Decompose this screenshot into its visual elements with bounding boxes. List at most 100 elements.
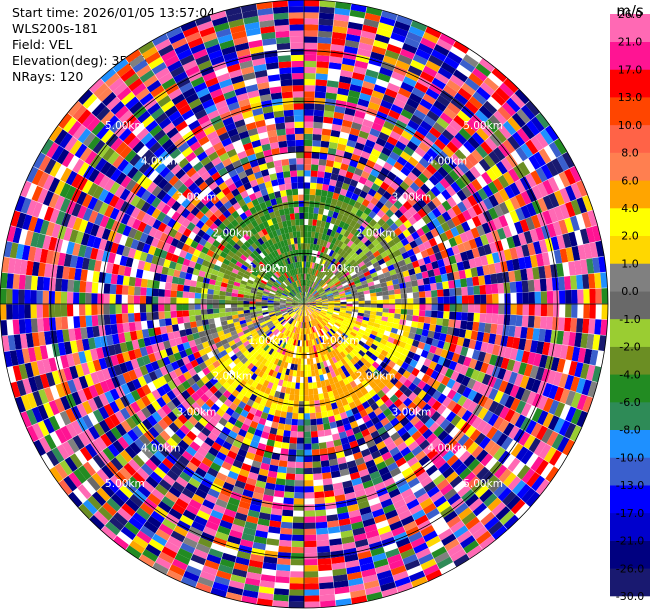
range-gate-cell: [341, 215, 348, 223]
range-gate-cell: [472, 321, 480, 332]
range-gate-cell: [132, 471, 146, 485]
range-gate-cell: [296, 449, 304, 456]
range-gate-cell: [360, 124, 372, 134]
range-gate-cell: [210, 509, 224, 520]
range-gate-cell: [404, 356, 413, 365]
range-gate-cell: [214, 373, 223, 382]
range-gate-cell: [525, 377, 536, 391]
range-gate-cell: [352, 298, 359, 302]
range-gate-cell: [503, 422, 515, 437]
range-gate-cell: [444, 264, 453, 274]
range-gate-cell: [227, 393, 237, 403]
range-gate-cell: [139, 304, 147, 313]
range-gate-cell: [256, 524, 269, 533]
range-gate-cell: [249, 348, 257, 356]
range-gate-cell: [201, 282, 209, 289]
range-gate-cell: [310, 424, 318, 432]
range-gate-cell: [280, 386, 287, 394]
range-gate-cell: [181, 399, 191, 410]
range-gate-cell: [195, 315, 202, 322]
range-gate-cell: [234, 419, 244, 429]
range-gate-cell: [533, 316, 541, 329]
range-gate-cell: [477, 351, 487, 362]
range-gate-cell: [317, 264, 322, 271]
range-gate-cell: [329, 56, 343, 64]
range-gate-cell: [433, 426, 445, 438]
range-gate-cell: [423, 530, 438, 543]
range-gate-cell: [548, 208, 559, 223]
range-gate-cell: [319, 201, 326, 209]
range-gate-cell: [426, 407, 437, 418]
range-gate-cell: [504, 382, 514, 396]
range-gate-cell: [304, 302, 310, 304]
range-gate-cell: [351, 328, 359, 335]
range-gate-cell: [491, 67, 508, 83]
range-gate-cell: [320, 266, 326, 273]
range-gate-cell: [594, 319, 602, 335]
range-gate-cell: [356, 270, 364, 277]
range-gate-cell: [295, 308, 301, 314]
range-gate-cell: [239, 371, 247, 380]
range-gate-cell: [337, 425, 346, 434]
range-gate-cell: [456, 384, 467, 395]
range-gate-cell: [347, 95, 359, 105]
range-gate-cell: [533, 440, 547, 456]
range-gate-cell: [206, 304, 213, 310]
range-gate-cell: [255, 353, 262, 361]
range-gate-cell: [198, 462, 210, 473]
range-gate-cell: [309, 280, 313, 287]
range-gate-cell: [202, 565, 218, 576]
range-gate-cell: [363, 290, 370, 295]
range-gate-cell: [424, 316, 431, 324]
range-gate-cell: [311, 320, 315, 327]
range-gate-cell: [137, 485, 151, 498]
range-gate-cell: [193, 548, 209, 560]
range-gate-cell: [304, 85, 316, 92]
range-gate-cell: [308, 333, 312, 340]
range-gate-cell: [292, 406, 299, 414]
range-gate-cell: [439, 177, 451, 189]
range-gate-cell: [277, 339, 283, 347]
range-gate-cell: [352, 355, 360, 363]
range-gate-cell: [376, 440, 387, 451]
range-gate-cell: [538, 266, 546, 279]
range-gate-cell: [336, 374, 343, 382]
range-gate-cell: [284, 485, 295, 493]
range-gate-cell: [537, 197, 548, 213]
range-gate-cell: [374, 319, 382, 325]
range-gate-cell: [353, 201, 362, 210]
range-gate-cell: [294, 486, 304, 493]
range-gate-cell: [502, 271, 510, 283]
range-gate-cell: [285, 368, 291, 376]
range-gate-cell: [419, 297, 426, 304]
range-gate-cell: [164, 318, 172, 326]
range-gate-cell: [103, 293, 110, 304]
range-gate-cell: [304, 24, 319, 31]
range-gate-cell: [216, 570, 232, 580]
range-gate-cell: [370, 246, 378, 254]
range-gate-cell: [310, 237, 315, 244]
range-gate-cell: [466, 321, 474, 331]
range-gate-cell: [255, 383, 263, 391]
range-gate-cell: [259, 580, 275, 589]
range-gate-cell: [362, 517, 376, 528]
range-gate-cell: [549, 449, 562, 466]
range-gate-cell: [354, 538, 369, 548]
range-gate-cell: [294, 314, 298, 320]
range-gate-cell: [394, 389, 404, 399]
range-gate-cell: [320, 311, 327, 315]
range-gate-cell: [372, 350, 381, 358]
range-gate-cell: [372, 250, 381, 258]
range-gate-cell: [321, 214, 328, 222]
range-gate-cell: [418, 455, 431, 467]
range-gate-cell: [304, 300, 310, 304]
range-gate-cell: [497, 227, 507, 240]
range-gate-cell: [332, 277, 339, 283]
range-gate-cell: [284, 314, 290, 320]
range-gate-cell: [583, 289, 590, 304]
range-gate-cell: [499, 510, 515, 526]
range-gate-cell: [271, 363, 277, 371]
range-gate-cell: [462, 209, 472, 221]
range-gate-cell: [281, 515, 293, 523]
range-gate-cell: [492, 293, 499, 304]
